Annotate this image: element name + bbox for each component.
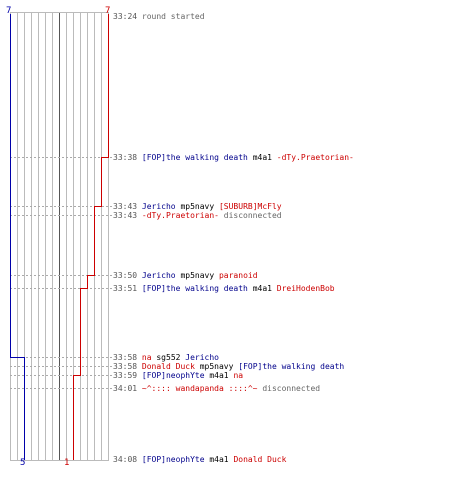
blue-top-score: 7 [6,6,12,16]
log-part: [FOP]the walking death [141,284,248,293]
log-part: mp5navy [175,271,219,280]
log-part: round started [141,12,205,21]
log-entry: 33:43 Jericho mp5navy [SUBURB]McFly [113,202,282,211]
log-time: 33:43 [113,202,142,211]
log-part: mp5navy [175,202,219,211]
blue-bottom-score: 5 [20,458,26,468]
log-part: disconnected [257,384,321,393]
log-part: sg552 [151,353,186,362]
log-time: 33:43 [113,211,142,220]
log-part: na [233,371,244,380]
log-part: m4a1 [204,371,234,380]
log-time: 33:38 [113,153,142,162]
log-part: Donald Duck [233,455,287,464]
log-part: Jericho [185,353,219,362]
log-entry: 33:51 [FOP]the walking death m4a1 DreiHo… [113,284,335,293]
log-part: disconnected [218,211,282,220]
log-time: 33:51 [113,284,142,293]
log-part: Jericho [141,271,176,280]
log-part: m4a1 [247,284,277,293]
log-time: 33:24 [113,12,142,21]
log-part: Jericho [141,202,176,211]
log-part: m4a1 [247,153,277,162]
log-part: paranoid [218,271,258,280]
log-entry: 33:58 Donald Duck mp5navy [FOP]the walki… [113,362,344,371]
log-entry: 33:59 [FOP]neophYte m4a1 na [113,371,243,380]
log-entry: 33:58 na sg552 Jericho [113,353,219,362]
log-part: mp5navy [194,362,239,371]
log-entry: 34:01 ~^:::: wandapanda ::::^~ disconnec… [113,384,320,393]
log-part: m4a1 [204,455,234,464]
log-entry: 33:43 -dTy.Praetorian- disconnected [113,211,282,220]
log-part: [FOP]neophYte [141,371,205,380]
event-guide-lines [10,157,112,389]
red-top-score: 7 [105,6,111,16]
log-time: 33:58 [113,362,142,371]
red-bottom-score: 1 [64,458,70,468]
log-time: 34:01 [113,384,142,393]
log-part: Donald Duck [141,362,195,371]
log-entry: 33:24 round started [113,12,205,21]
log-part: -dTy.Praetorian- [276,153,354,162]
log-entry: 33:50 Jericho mp5navy paranoid [113,271,258,280]
log-part: [FOP]the walking death [238,362,345,371]
log-entry: 34:08 [FOP]neophYte m4a1 Donald Duck [113,455,286,464]
log-part: [FOP]the walking death [141,153,248,162]
log-part: -dTy.Praetorian- [141,211,219,220]
red-team-line [73,14,109,460]
log-part: [SUBURB]McFly [218,202,282,211]
log-part: [FOP]neophYte [141,455,205,464]
log-part: DreiHodenBob [276,284,335,293]
log-time: 33:50 [113,271,142,280]
log-part: na [141,353,152,362]
log-entry: 33:38 [FOP]the walking death m4a1 -dTy.P… [113,153,354,162]
log-time: 33:58 [113,353,142,362]
log-time: 33:59 [113,371,142,380]
log-time: 34:08 [113,455,142,464]
blue-team-line [10,14,25,460]
log-part: ~^:::: wandapanda ::::^~ [141,384,258,393]
